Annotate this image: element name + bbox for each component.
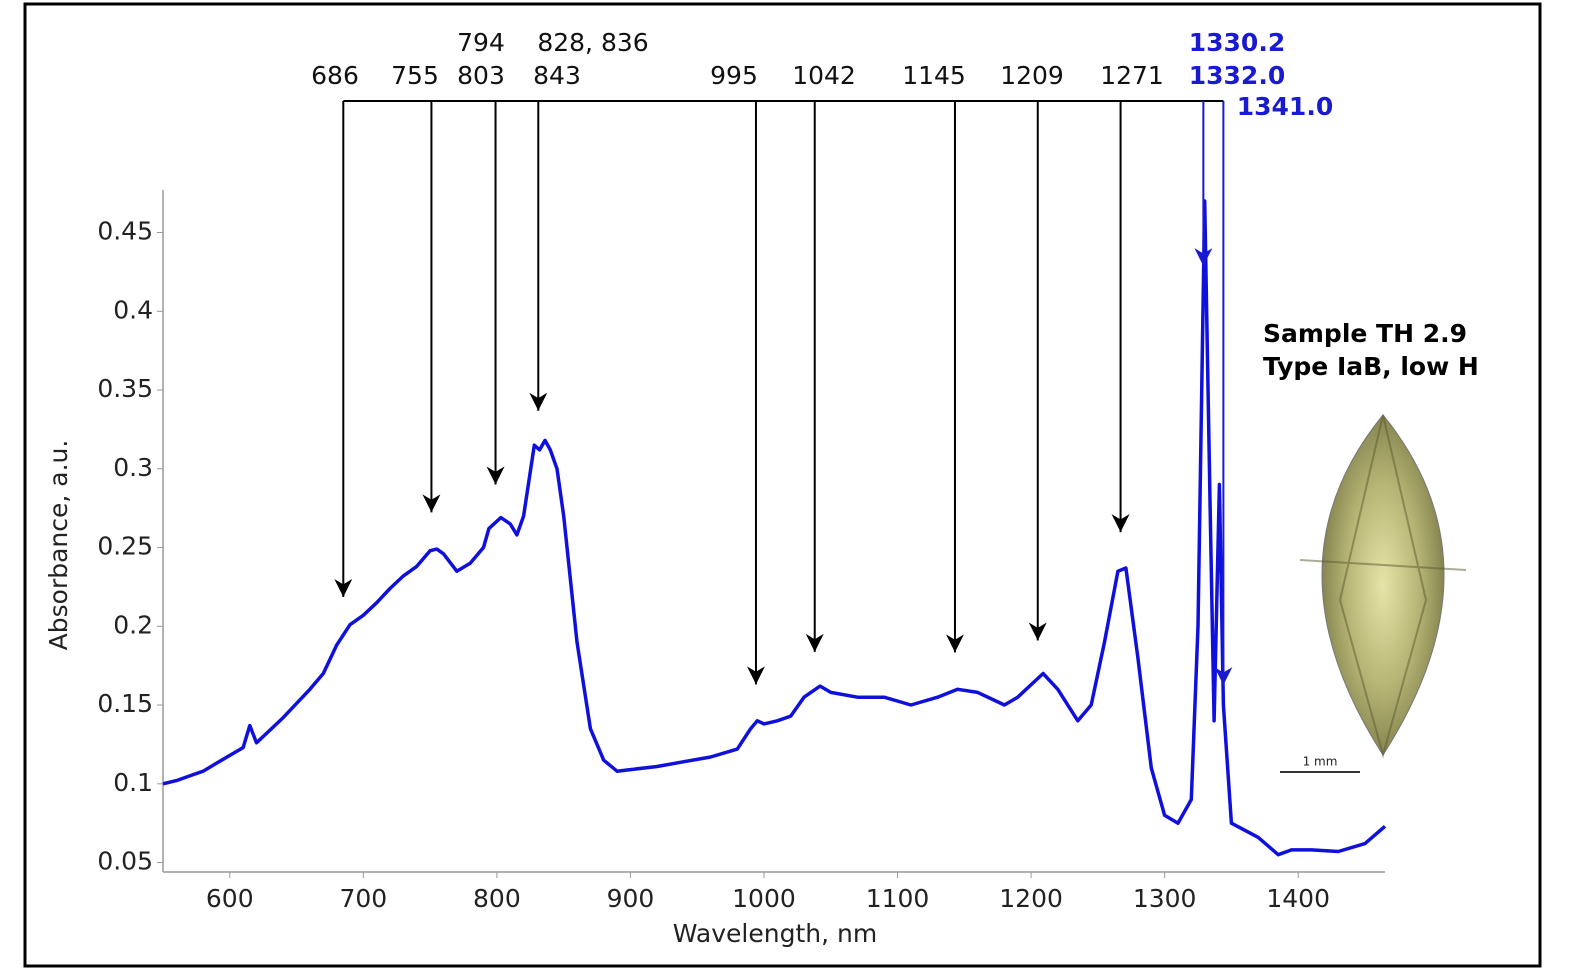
y-tick-label: 0.3	[113, 453, 153, 482]
annotation-label: 1341.0	[1237, 92, 1333, 121]
x-tick-label: 1100	[866, 884, 930, 913]
y-tick-label: 0.35	[97, 374, 153, 403]
annotation-label: 1332.0	[1189, 61, 1285, 90]
y-tick-label: 0.1	[113, 768, 153, 797]
y-tick-label: 0.25	[97, 532, 153, 561]
annotation-label: 803	[457, 61, 505, 90]
x-tick-label: 1000	[732, 884, 796, 913]
annotation-label: 1145	[902, 61, 966, 90]
annotation-label: 794	[457, 28, 505, 57]
y-axis-label: Absorbance, a.u.	[44, 440, 73, 651]
annotation-label: 828, 836	[537, 28, 648, 57]
y-tick-label: 0.2	[113, 610, 153, 639]
x-tick-label: 700	[339, 884, 387, 913]
y-tick-label: 0.45	[97, 217, 153, 246]
y-tick-label: 0.4	[113, 295, 153, 324]
sample-label: Sample TH 2.9	[1263, 319, 1467, 348]
annotation-label: 1042	[792, 61, 856, 90]
annotation-label: 843	[533, 61, 581, 90]
annotation-label: 755	[391, 61, 439, 90]
y-tick-label: 0.15	[97, 689, 153, 718]
sample-label: Type IaB, low H	[1263, 352, 1479, 381]
scale-label: 1 mm	[1303, 755, 1338, 769]
x-tick-label: 1400	[1266, 884, 1330, 913]
annotation-label: 1209	[1000, 61, 1064, 90]
annotation-label: 1271	[1100, 61, 1164, 90]
x-tick-label: 600	[206, 884, 254, 913]
annotation-label: 995	[710, 61, 758, 90]
annotation-label: 1330.2	[1189, 28, 1285, 57]
x-tick-label: 900	[607, 884, 655, 913]
y-tick-label: 0.05	[97, 847, 153, 876]
x-tick-label: 800	[473, 884, 521, 913]
spectrum-line	[162, 199, 1387, 857]
frame	[23, 2, 1542, 968]
x-axis-label: Wavelength, nm	[673, 919, 877, 948]
x-tick-label: 1300	[1133, 884, 1197, 913]
x-tick-label: 1200	[999, 884, 1063, 913]
gem-facets	[1299, 414, 1467, 759]
annotation-label: 686	[311, 61, 359, 90]
gem-image	[1321, 414, 1445, 756]
